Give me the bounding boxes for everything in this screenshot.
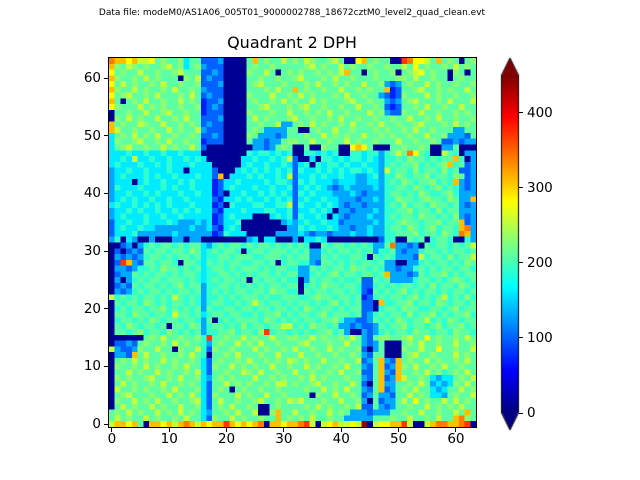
y-tick-label: 0 [92, 416, 101, 433]
colorbar-tick [519, 187, 523, 189]
axes-frame [108, 57, 477, 428]
colorbar-tick-label: 200 [527, 254, 553, 271]
y-axis-tick [104, 77, 108, 79]
y-axis-tick [104, 250, 108, 252]
x-axis-tick [283, 428, 285, 432]
y-axis-tick [104, 365, 108, 367]
colorbar-tick-label: 0 [527, 405, 536, 421]
y-axis-tick [104, 423, 108, 425]
y-tick-label: 20 [83, 300, 101, 317]
colorbar-tick [519, 337, 523, 339]
colorbar-tick [519, 112, 523, 114]
x-tick-label: 0 [107, 431, 117, 447]
y-tick-label: 40 [83, 185, 101, 202]
y-tick-label: 10 [83, 358, 101, 375]
colorbar-tick [519, 412, 523, 414]
x-axis-tick [111, 428, 113, 432]
heatmap-canvas [109, 58, 476, 427]
colorbar-tick-label: 100 [527, 329, 553, 346]
x-axis-tick [455, 428, 457, 432]
x-tick-label: 30 [275, 431, 293, 447]
y-tick-label: 60 [83, 70, 101, 87]
colorbar-tick [519, 262, 523, 264]
y-axis-tick [104, 135, 108, 137]
x-axis-tick [226, 428, 228, 432]
data-file-label: Data file: modeM0/AS1A06_005T01_90000027… [98, 8, 486, 18]
x-axis-tick [168, 428, 170, 432]
y-axis-tick [104, 192, 108, 194]
x-tick-label: 60 [447, 431, 465, 447]
chart-title: Quadrant 2 DPH [227, 33, 357, 52]
y-tick-label: 50 [83, 127, 101, 144]
x-axis-tick [398, 428, 400, 432]
x-tick-label: 50 [389, 431, 408, 447]
colorbar-tick-label: 400 [527, 104, 553, 121]
colorbar [497, 56, 523, 432]
x-axis-tick [340, 428, 342, 432]
colorbar-tick-label: 300 [527, 179, 553, 196]
x-tick-label: 40 [332, 431, 350, 447]
y-axis-tick [104, 308, 108, 310]
x-tick-label: 20 [217, 431, 236, 447]
y-tick-label: 30 [83, 243, 101, 260]
x-tick-label: 10 [160, 431, 178, 447]
